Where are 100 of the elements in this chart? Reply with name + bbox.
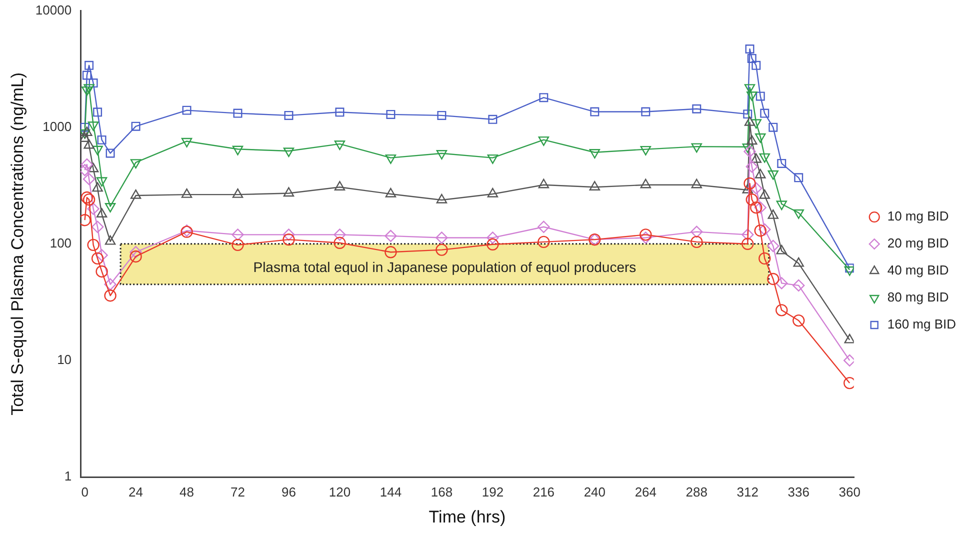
point [640, 146, 652, 156]
point [436, 150, 448, 160]
point [746, 193, 758, 206]
point [768, 170, 778, 180]
point [767, 240, 780, 252]
point [759, 153, 770, 163]
point [334, 236, 346, 249]
point [92, 146, 103, 156]
point [539, 93, 548, 102]
point [758, 252, 771, 265]
point [96, 249, 108, 262]
point [538, 236, 550, 248]
point [82, 70, 92, 80]
point [793, 257, 804, 267]
point [80, 158, 94, 171]
point [487, 154, 498, 164]
x-tick-label: 192 [482, 484, 504, 500]
y-axis-title: Total S-equol Plasma Concentrations (ng/mL) [8, 72, 27, 416]
x-tick-label: 288 [686, 484, 708, 500]
point [488, 114, 498, 124]
point [777, 158, 786, 168]
x-tick-label: 24 [128, 484, 144, 500]
point [131, 122, 140, 131]
y-tick-label: 10 [57, 352, 72, 368]
point [746, 160, 758, 173]
point [590, 107, 600, 116]
x-tick-label: 240 [584, 484, 606, 500]
point [752, 60, 761, 70]
point [80, 129, 90, 139]
point [690, 226, 703, 238]
point [486, 238, 499, 251]
x-tick-label: 168 [430, 484, 453, 500]
point [282, 228, 295, 241]
point [754, 224, 766, 237]
point [690, 236, 703, 248]
point [486, 232, 499, 244]
point [776, 200, 787, 210]
point [745, 44, 754, 54]
point [130, 250, 142, 263]
point [792, 314, 805, 327]
point [104, 278, 116, 290]
point [84, 60, 94, 70]
point [747, 54, 756, 63]
x-tick-label: 360 [838, 484, 860, 500]
point [88, 122, 99, 131]
legend-label: 10 mg BID [887, 208, 949, 224]
point [589, 149, 600, 158]
point [232, 228, 244, 241]
point [87, 238, 100, 252]
point [87, 202, 100, 215]
legend-label: 160 mg BID [887, 316, 956, 332]
point [436, 244, 448, 256]
point [181, 138, 192, 148]
point [744, 177, 756, 190]
x-tick-label: 216 [532, 484, 555, 500]
point [743, 110, 752, 119]
point [282, 233, 295, 246]
point [284, 110, 294, 120]
point [754, 201, 766, 214]
y-tick-label: 1000 [42, 118, 72, 134]
point [104, 290, 116, 302]
point [756, 92, 765, 101]
point [385, 154, 396, 164]
point [744, 84, 756, 94]
point [334, 140, 346, 150]
point [93, 108, 102, 117]
point [844, 334, 854, 344]
y-tick-label: 1 [64, 468, 72, 484]
x-tick-label: 336 [788, 484, 810, 500]
point [437, 110, 446, 120]
x-tick-label: 264 [634, 484, 657, 500]
point [845, 264, 854, 273]
point [691, 143, 702, 153]
point [793, 209, 804, 219]
point [97, 135, 106, 144]
point [744, 145, 756, 158]
point [538, 220, 550, 233]
band-label: Plasma total equol in Japanese population of equol producers [253, 258, 636, 275]
x-tick-label: 120 [328, 484, 351, 500]
point [768, 122, 778, 132]
point [436, 232, 448, 244]
point [776, 304, 788, 316]
point [538, 136, 550, 146]
legend-label: 20 mg BID [887, 236, 949, 251]
point [750, 119, 762, 129]
point [88, 78, 98, 88]
x-tick-label: 312 [736, 484, 758, 500]
x-tick-label: 72 [230, 484, 245, 500]
point [91, 252, 104, 265]
point [182, 106, 192, 115]
point [232, 146, 244, 156]
point [82, 172, 96, 186]
point [641, 107, 650, 116]
x-tick-label: 0 [81, 484, 88, 500]
x-tick-label: 96 [282, 484, 296, 500]
point [334, 228, 346, 241]
point [104, 202, 116, 212]
point [96, 265, 108, 278]
point [844, 266, 854, 276]
point [760, 108, 770, 118]
